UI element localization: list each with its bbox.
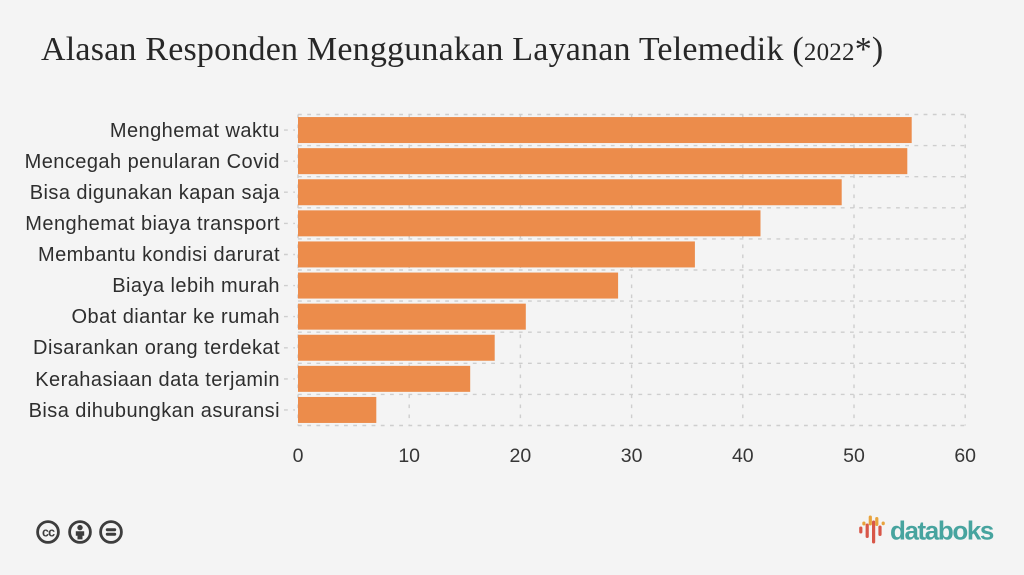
svg-text:databoks: databoks: [890, 516, 994, 546]
svg-text:cc: cc: [42, 525, 55, 539]
